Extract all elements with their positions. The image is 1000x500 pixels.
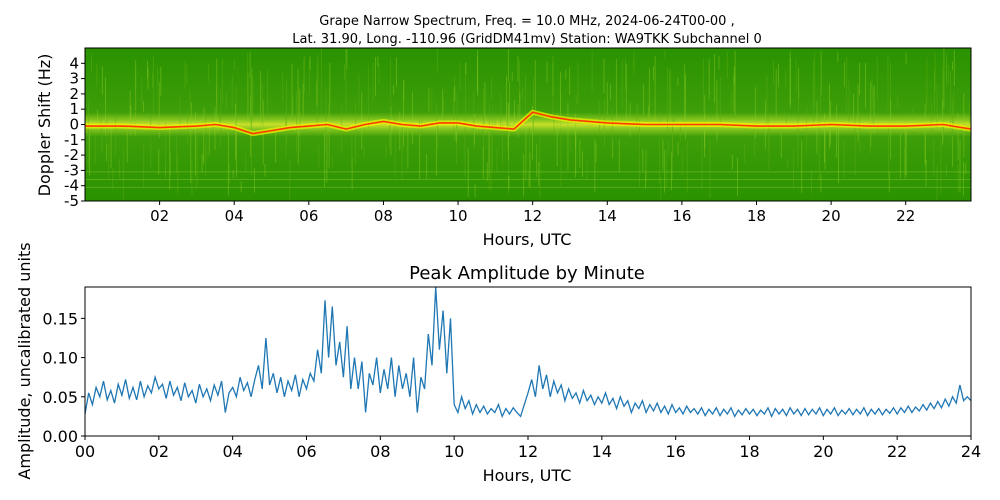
spectrogram-ylabel: Doppler Shift (Hz) (35, 54, 54, 197)
spectrogram-x-tick-label: 20 (822, 207, 841, 225)
figure-title-line1: Grape Narrow Spectrum, Freq. = 10.0 MHz,… (319, 14, 734, 29)
spectrogram-x-tick-label: 06 (299, 207, 318, 225)
spectrogram-x-tick-label: 08 (374, 207, 393, 225)
spectrogram-y-tick-label: -2 (64, 146, 79, 164)
spectrogram-xlabel: Hours, UTC (483, 230, 572, 249)
amplitude-chart-title: Peak Amplitude by Minute (409, 263, 645, 284)
spectrogram-x-tick-label: 18 (747, 207, 766, 225)
amplitude-ylabel: Amplitude, uncalibrated units (15, 242, 34, 479)
amplitude-axes: 00 02 04 06 08 10 12 14 16 18 20 22 24 0.00 0.05 0.10 0.… (42, 309, 981, 461)
amplitude-x-tick-label: 20 (813, 442, 833, 461)
spectrogram-y-tick-label: -3 (64, 161, 79, 179)
spectrogram-y-tick-label: 0 (69, 116, 79, 134)
amplitude-x-tick-label: 24 (961, 442, 981, 461)
amplitude-y-tick-label: 0.15 (42, 309, 78, 328)
figure-title-line2: Lat. 31.90, Long. -110.96 (GridDM41mv) S… (292, 32, 762, 47)
spectrogram-y-tick-label: -5 (64, 192, 79, 210)
amplitude-x-tick-label: 00 (75, 442, 95, 461)
amplitude-x-tick-label: 18 (739, 442, 759, 461)
spectrogram-x-tick-label: 16 (672, 207, 691, 225)
amplitude-x-tick-label: 16 (665, 442, 685, 461)
spectrogram-y-tick-label: 3 (69, 70, 79, 88)
spectrogram-x-tick-label: 10 (449, 207, 468, 225)
amplitude-x-tick-label: 22 (887, 442, 907, 461)
amplitude-series-line (84, 286, 972, 419)
spectrogram-y-tick-label: 4 (69, 54, 79, 72)
amplitude-x-tick-label: 02 (149, 442, 169, 461)
amplitude-x-tick-label: 14 (592, 442, 612, 461)
spectrogram-y-tick-label: -1 (64, 131, 79, 149)
amplitude-x-tick-label: 06 (296, 442, 316, 461)
spectrogram-y-tick-label: 1 (69, 100, 79, 118)
spectrogram-y-tick-label: 2 (69, 85, 79, 103)
amplitude-x-tick-label: 04 (222, 442, 242, 461)
spectrogram-x-tick-label: 22 (896, 207, 915, 225)
amplitude-y-tick-label: 0.00 (42, 427, 78, 446)
spectrogram-x-tick-label: 14 (598, 207, 617, 225)
amplitude-xlabel: Hours, UTC (483, 466, 572, 485)
amplitude-panel: Peak Amplitude by Minute 00 02 04 06 08 10 12 1… (15, 242, 981, 485)
amplitude-plot-area (85, 287, 971, 436)
spectrogram-x-tick-label: 02 (150, 207, 169, 225)
amplitude-y-tick-label: 0.10 (42, 349, 78, 368)
amplitude-x-tick-label: 12 (518, 442, 538, 461)
spectrogram-y-tick-label: -4 (64, 177, 79, 195)
carrier-trace (85, 111, 972, 135)
amplitude-x-tick-label: 08 (370, 442, 390, 461)
amplitude-y-tick-label: 0.05 (42, 388, 78, 407)
spectrogram-x-tick-label: 12 (523, 207, 542, 225)
amplitude-x-tick-label: 10 (444, 442, 464, 461)
spectrogram-x-tick-label: 04 (225, 207, 244, 225)
